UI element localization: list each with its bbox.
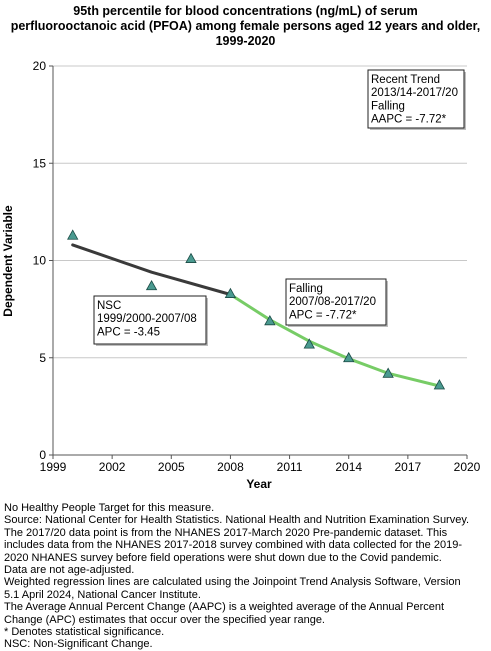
footnote-line: The 2017/20 data point is from the NHANE… (4, 526, 448, 539)
data-point (224, 287, 237, 298)
y-axis-label: Dependent Variable (1, 205, 15, 317)
annotation-text: AAPC = -7.72* (371, 114, 447, 126)
data-point (343, 351, 355, 363)
trend-segment-1 (71, 243, 232, 296)
y-tick-label: 20 (33, 59, 47, 73)
annotation-text: 2007/08-2017/20 (289, 296, 376, 308)
trend-segment-2 (228, 293, 441, 388)
chart-title-line: 1999-2020 (215, 34, 276, 48)
footnote-line: NSC: Non-Significant Change. (4, 638, 153, 651)
x-tick-label: 2002 (99, 460, 126, 474)
footnote-line: * Denotes statistical significance. (4, 626, 165, 639)
annotation-frame (285, 278, 387, 326)
y-tick-label: 10 (33, 254, 47, 268)
data-point (67, 229, 79, 240)
chart: 0 5 10 15 20 1999 2002 2005 2008 2011 2014 2017 2020… (1, 59, 481, 491)
x-tick-label: 2020 (454, 460, 481, 474)
data-point (185, 252, 197, 263)
data-point (264, 314, 276, 326)
data-point (382, 367, 394, 378)
chart-title-line: perfluorooctanoic acid (PFOA) among fema… (10, 19, 481, 33)
footnote-line: 2020 NHANES survey before field operatio… (4, 551, 442, 564)
data-points (67, 229, 446, 390)
chart-title-line: 95th percentile for blood concentrations… (73, 4, 418, 18)
footnote-line: The Average Annual Percent Change (AAPC)… (4, 601, 445, 614)
x-tick-label: 2005 (158, 460, 185, 474)
footnote-line: Change (APC) estimates that occur over t… (4, 613, 325, 626)
footnote-line: includes data from the NHANES 2017-2018 … (4, 539, 462, 552)
data-point (433, 379, 446, 390)
data-point (145, 279, 158, 291)
annotation-text: 2013/14-2017/20 (371, 87, 458, 99)
x-tick-label: 1999 (40, 460, 67, 474)
axis-layer: 0 5 10 15 20 1999 2002 2005 2008 2011 2014 2017 2020 (33, 59, 481, 474)
x-tick-label: 2017 (395, 460, 422, 474)
data-point (303, 338, 315, 349)
annotation-text: Falling (371, 100, 405, 112)
x-tick-label: 2011 (277, 460, 303, 474)
footnote-line: Data are not age-adjusted. (4, 564, 135, 577)
annotation-text: APC = -7.72* (289, 309, 357, 321)
footnote-line: No Healthy People Target for this measur… (4, 502, 215, 514)
annotation-text: Recent Trend (371, 74, 440, 86)
x-tick-label: 2014 (335, 460, 362, 474)
footnote-line: Source: National Center for Health Stati… (4, 514, 470, 527)
y-tick-label: 5 (39, 351, 46, 365)
footnote-line: 5.1 April 2024, National Cancer Institut… (4, 588, 201, 601)
footnote-line: Weighted regression lines are calculated… (4, 576, 461, 589)
annotation-text: APC = -3.45 (97, 326, 160, 338)
x-tick-label: 2008 (217, 460, 244, 474)
y-tick-label: 0 (39, 448, 46, 462)
annotation-text: Falling (289, 283, 323, 295)
annotation-text: NSC (97, 300, 121, 312)
y-tick-label: 15 (33, 156, 47, 170)
annotation-frame (367, 69, 465, 129)
trend-lines (71, 243, 441, 388)
annotation-frame (93, 295, 207, 345)
chart-title: 95th percentile for blood concentrations… (10, 4, 481, 49)
x-axis-label: Year (246, 477, 272, 491)
annotation-text: 1999/2000-2007/08 (97, 313, 197, 325)
footnotes: No Healthy People Target for this measur… (4, 502, 488, 651)
